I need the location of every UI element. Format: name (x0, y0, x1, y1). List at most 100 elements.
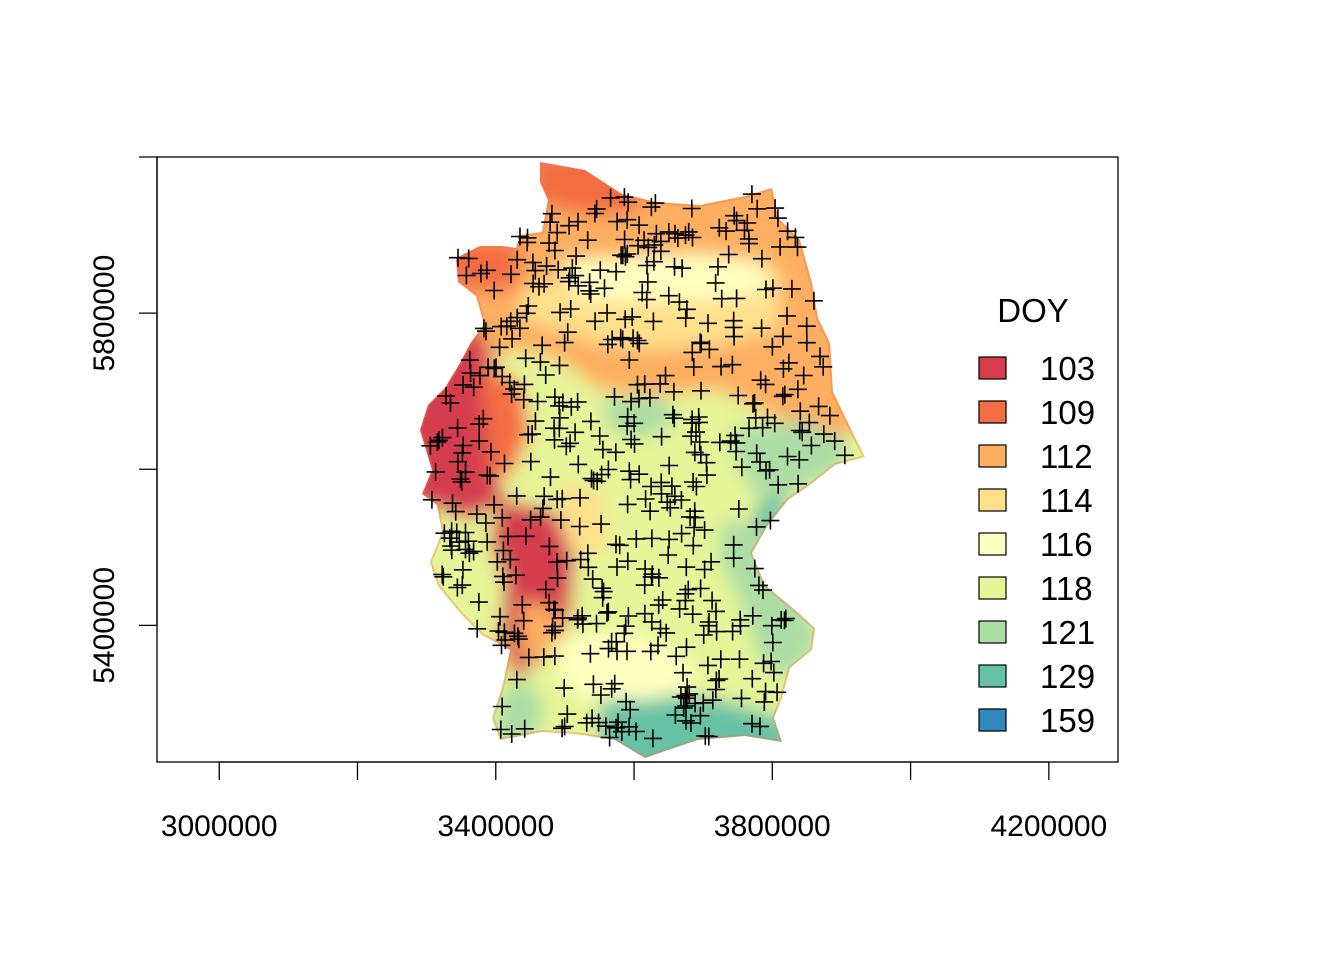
x-tick-label: 4200000 (990, 810, 1107, 843)
y-axis: 5400000 5800000 (88, 156, 158, 684)
station-marker (659, 222, 678, 241)
station-marker (747, 444, 766, 463)
raster-zone-main (560, 480, 610, 560)
station-marker (660, 530, 679, 549)
station-marker (548, 568, 567, 587)
station-marker (745, 559, 764, 578)
station-marker (542, 204, 561, 223)
station-marker (578, 231, 597, 250)
station-marker (749, 576, 768, 595)
station-marker (593, 440, 612, 459)
station-marker (711, 650, 730, 669)
station-marker (765, 414, 784, 433)
legend-swatch (978, 444, 1007, 468)
station-marker (591, 261, 610, 280)
station-marker (464, 542, 483, 561)
station-marker (651, 374, 670, 393)
station-marker (684, 473, 703, 491)
station-marker (692, 334, 711, 353)
station-marker (541, 213, 560, 232)
station-marker (474, 319, 493, 338)
legend-swatch (978, 532, 1007, 556)
station-marker (555, 333, 574, 352)
station-marker (608, 212, 627, 231)
station-marker (744, 394, 762, 413)
station-marker (677, 638, 696, 657)
station-marker (674, 698, 693, 717)
station-marker (493, 508, 512, 527)
station-marker (553, 608, 572, 627)
station-marker (797, 317, 816, 336)
station-marker (528, 392, 547, 411)
legend-label: 129 (1040, 658, 1095, 695)
station-marker (641, 502, 660, 521)
station-marker (699, 727, 718, 746)
station-marker (513, 595, 532, 614)
station-marker (747, 517, 766, 536)
station-marker (451, 470, 470, 488)
station-marker (553, 393, 572, 412)
raster-zone-southeast (720, 520, 820, 680)
station-marker (429, 431, 448, 450)
station-marker (754, 581, 772, 600)
station-marker (561, 300, 580, 318)
station-marker (769, 475, 788, 494)
station-marker (710, 670, 729, 688)
station-marker (751, 717, 769, 736)
station-marker (506, 566, 525, 585)
station-marker (761, 511, 780, 530)
station-marker (778, 222, 797, 241)
station-marker (470, 432, 489, 450)
station-marker (599, 460, 618, 479)
station-marker (533, 499, 552, 518)
station-marker (673, 259, 692, 278)
station-marker (725, 206, 744, 225)
station-marker (568, 609, 587, 628)
station-marker (751, 371, 770, 390)
station-marker (485, 281, 504, 300)
station-marker (581, 412, 600, 431)
station-marker (536, 580, 555, 599)
station-marker (732, 458, 751, 477)
station-marker (702, 552, 721, 571)
station-marker (649, 636, 667, 655)
station-marker (794, 366, 813, 385)
station-marker (710, 433, 729, 452)
station-marker (548, 223, 567, 242)
station-marker (607, 718, 626, 737)
station-marker (555, 717, 574, 736)
station-marker (510, 319, 529, 338)
station-marker (558, 705, 577, 724)
station-marker (682, 714, 700, 732)
station-marker (534, 648, 553, 667)
station-marker (625, 434, 644, 453)
station-marker (518, 228, 537, 247)
station-marker (501, 550, 520, 569)
station-marker (550, 408, 569, 427)
station-marker (468, 619, 487, 638)
station-marker (446, 502, 465, 521)
station-marker (636, 490, 655, 508)
station-marker (602, 632, 621, 651)
station-marker (771, 237, 790, 256)
station-marker (630, 334, 649, 353)
station-marker (666, 706, 685, 724)
station-marker (616, 310, 635, 329)
station-marker (561, 434, 580, 453)
station-marker (557, 437, 576, 456)
station-marker (592, 515, 611, 534)
station-marker (635, 576, 654, 595)
station-marker (691, 706, 710, 725)
station-marker (581, 285, 600, 303)
station-marker (670, 293, 689, 312)
station-marker (682, 199, 701, 218)
station-marker (600, 728, 619, 747)
station-marker (764, 663, 783, 682)
station-marker (502, 725, 521, 743)
station-marker (617, 692, 636, 711)
station-marker (640, 388, 659, 407)
legend-title: DOY (997, 292, 1069, 329)
station-marker (700, 613, 718, 631)
station-marker (732, 689, 751, 708)
station-marker (460, 544, 479, 563)
